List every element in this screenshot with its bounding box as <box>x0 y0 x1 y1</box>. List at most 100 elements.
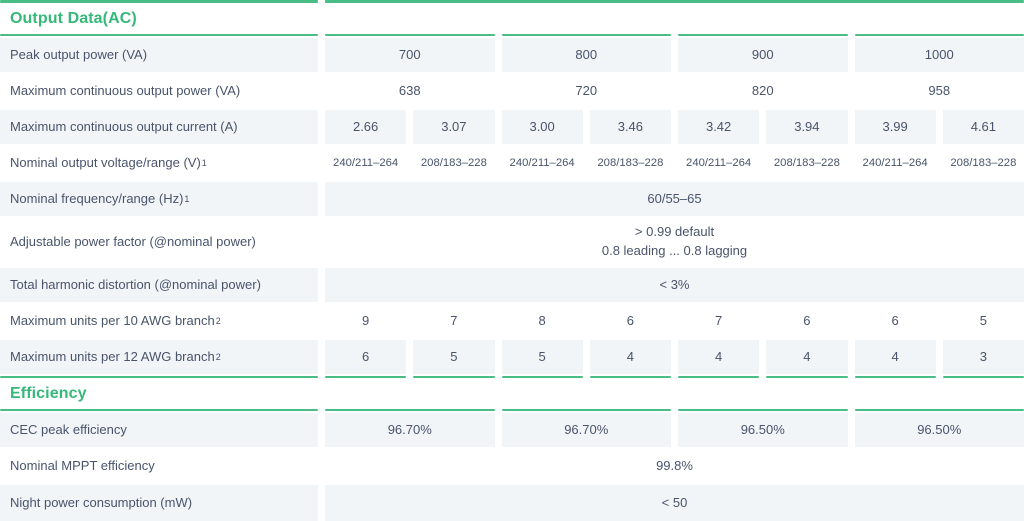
value-cell: 720 <box>575 82 598 98</box>
row-label-text: Night power consumption (mW) <box>10 494 193 510</box>
row-label: Peak output power (VA) <box>0 38 318 72</box>
value-cell: 4.61 <box>942 110 1024 144</box>
line-segment <box>501 409 671 411</box>
line-segment <box>501 34 671 36</box>
row-label: Adjustable power factor (@nominal power) <box>0 218 318 266</box>
value-cell: 2.66 <box>325 110 407 144</box>
value-cell: 3.00 <box>501 110 583 144</box>
row-label-text: Maximum units per 12 AWG branch <box>10 348 215 364</box>
table-row-cec-peak-efficiency: CEC peak efficiency 96.70% 96.70% 96.50%… <box>0 413 1024 447</box>
row-label-text: Maximum continuous output current (A) <box>10 118 238 134</box>
row-label: Nominal MPPT efficiency <box>0 449 318 483</box>
line-segment <box>854 34 1024 36</box>
table-row-max-continuous-output-current: Maximum continuous output current (A) 2.… <box>0 110 1024 144</box>
table-row-max-continuous-output-power: Maximum continuous output power (VA) 638… <box>0 74 1024 108</box>
efficiency-top-line <box>0 376 1024 378</box>
table-row-max-units-12awg: Maximum units per 12 AWG branch 2 6 5 5 4… <box>0 340 1024 374</box>
row-label-text: Adjustable power factor (@nominal power) <box>10 233 256 249</box>
table-row-nominal-mppt-efficiency: Nominal MPPT efficiency 99.8% <box>0 449 1024 483</box>
value-cell: 900 <box>678 38 848 72</box>
value-cell: 4 <box>854 340 936 374</box>
line-segment <box>325 376 407 378</box>
value-cell: 4 <box>766 340 848 374</box>
table-row-adjustable-power-factor: Adjustable power factor (@nominal power)… <box>0 218 1024 266</box>
line-segment <box>325 409 495 411</box>
row-label-text: Maximum continuous output power (VA) <box>10 82 241 98</box>
line-segment <box>589 376 671 378</box>
value-cell: 9 <box>362 312 370 328</box>
value-line: 0.8 leading ... 0.8 lagging <box>601 243 748 258</box>
row-label-text: Total harmonic distortion (@nominal powe… <box>10 276 261 292</box>
line-segment <box>0 409 318 411</box>
line-segment <box>678 376 760 378</box>
line-segment <box>678 34 848 36</box>
line-segment <box>501 376 583 378</box>
value-cell: 240/211–264 <box>509 156 575 169</box>
section-title: Output Data(AC) <box>10 9 137 27</box>
value-cell: 958 <box>928 82 951 98</box>
header-bottom-line <box>0 34 1024 36</box>
value-cell: 3 <box>942 340 1024 374</box>
row-label-text: Nominal frequency/range (Hz) <box>10 190 184 206</box>
row-label-text: Nominal MPPT efficiency <box>10 457 155 473</box>
row-label: Maximum units per 10 AWG branch 2 <box>10 312 221 328</box>
line-segment <box>0 34 318 36</box>
row-label: Maximum continuous output current (A) <box>0 110 318 144</box>
value-cell: 208/183–228 <box>420 156 487 169</box>
value-cell: > 0.99 default 0.8 leading ... 0.8 laggi… <box>325 218 1024 266</box>
line-segment <box>0 0 318 3</box>
value-cell: 6 <box>891 312 899 328</box>
section-top-line <box>0 0 1024 3</box>
line-segment <box>678 409 848 411</box>
line-segment <box>325 34 495 36</box>
value-cell: 800 <box>501 38 671 72</box>
table-row-max-units-10awg: Maximum units per 10 AWG branch 2 9 7 8 6… <box>0 304 1024 338</box>
efficiency-bottom-line <box>0 409 1024 411</box>
value-cell: 3.46 <box>589 110 671 144</box>
row-label: Total harmonic distortion (@nominal powe… <box>0 268 318 302</box>
row-label-text: Nominal output voltage/range (V) <box>10 154 201 170</box>
value-cell: 240/211–264 <box>333 156 399 169</box>
value-cell: 96.70% <box>325 413 495 447</box>
value-line: > 0.99 default <box>634 224 715 240</box>
line-segment <box>854 376 936 378</box>
line-segment <box>766 376 848 378</box>
value-cell: 5 <box>979 312 987 328</box>
line-segment <box>0 376 318 378</box>
row-label-text: Maximum units per 10 AWG branch <box>10 312 215 328</box>
table-row-peak-output-power: Peak output power (VA) 700 800 900 1000 <box>0 38 1024 72</box>
value-cell: 96.50% <box>854 413 1024 447</box>
value-cell: 8 <box>538 312 546 328</box>
value-cell: 240/211–264 <box>862 156 928 169</box>
section-header-output-data-ac: Output Data(AC) <box>0 5 1024 32</box>
line-segment <box>413 376 495 378</box>
value-cell: 638 <box>398 82 421 98</box>
value-cell: 5 <box>413 340 495 374</box>
value-cell: 3.99 <box>854 110 936 144</box>
value-cell: 4 <box>678 340 760 374</box>
value-cell: 3.07 <box>413 110 495 144</box>
value-cell: 96.50% <box>678 413 848 447</box>
value-cell: 99.8% <box>656 457 693 473</box>
value-cell: 7 <box>715 312 723 328</box>
row-label-text: CEC peak efficiency <box>10 421 127 437</box>
row-label: Maximum continuous output power (VA) <box>0 74 318 108</box>
value-cell: 96.70% <box>501 413 671 447</box>
line-segment <box>325 0 1024 3</box>
value-cell: 700 <box>325 38 495 72</box>
row-label: Nominal output voltage/range (V) 1 <box>10 154 207 170</box>
value-cell: 6 <box>803 312 811 328</box>
line-segment <box>942 376 1024 378</box>
value-cell: 4 <box>589 340 671 374</box>
line-segment <box>854 409 1024 411</box>
row-label: Night power consumption (mW) <box>0 485 318 521</box>
value-cell: < 50 <box>325 485 1024 521</box>
table-row-total-harmonic-distortion: Total harmonic distortion (@nominal powe… <box>0 268 1024 302</box>
value-cell: 5 <box>501 340 583 374</box>
row-label: Maximum units per 12 AWG branch 2 <box>0 340 318 374</box>
table-row-nominal-frequency-range: Nominal frequency/range (Hz) 1 60/55–65 <box>0 182 1024 216</box>
value-cell: 3.94 <box>766 110 848 144</box>
row-label-text: Peak output power (VA) <box>10 46 148 62</box>
row-label: CEC peak efficiency <box>0 413 318 447</box>
